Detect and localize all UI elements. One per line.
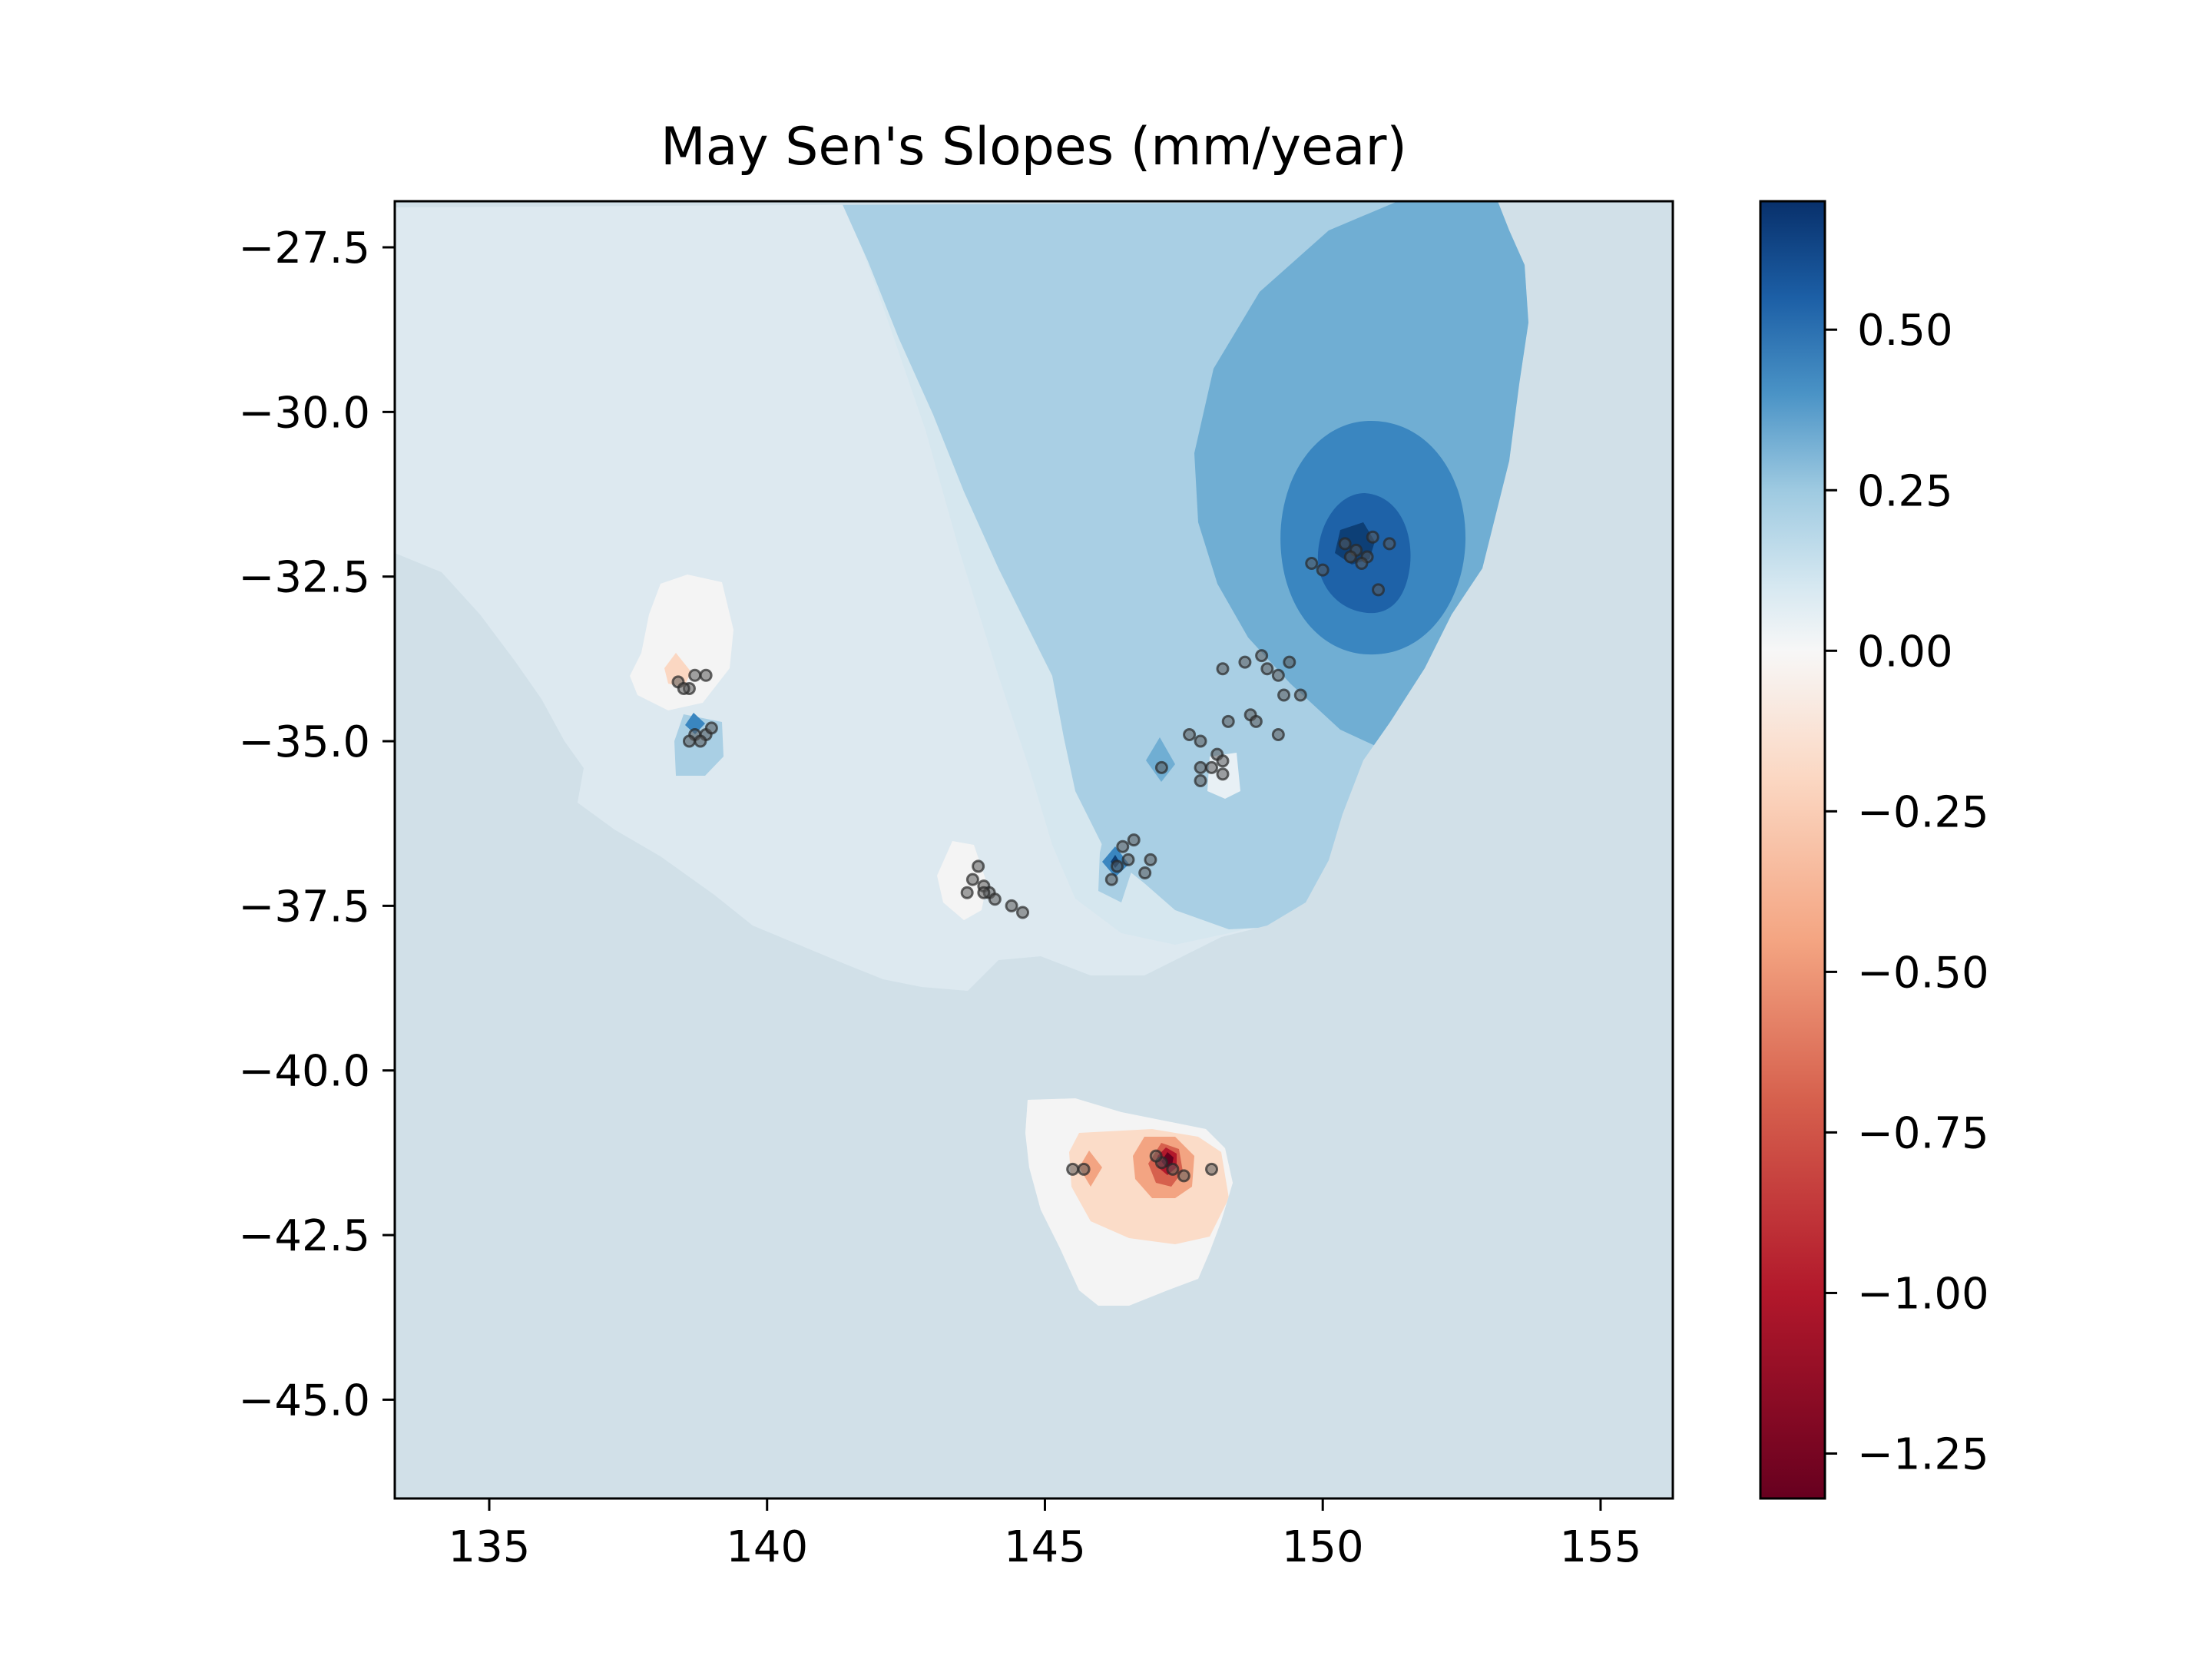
station-marker bbox=[972, 859, 985, 873]
station-marker bbox=[1194, 734, 1207, 748]
x-axis: 135 140 145 150 155 bbox=[449, 1498, 1642, 1572]
station-marker bbox=[1177, 1169, 1190, 1183]
station-marker bbox=[1127, 833, 1141, 847]
station-marker bbox=[688, 668, 702, 682]
station-marker bbox=[1305, 557, 1319, 571]
station-marker bbox=[1255, 649, 1269, 663]
x-tick-label: 135 bbox=[449, 1522, 531, 1572]
y-tick-label: −30.0 bbox=[238, 388, 370, 438]
station-marker bbox=[1116, 839, 1130, 853]
x-tick-label: 145 bbox=[1004, 1522, 1086, 1572]
contour-cell-blue bbox=[685, 713, 705, 734]
y-tick-label: −42.5 bbox=[238, 1211, 370, 1261]
station-marker bbox=[1277, 688, 1291, 702]
station-marker bbox=[1260, 662, 1274, 676]
station-marker bbox=[1111, 859, 1124, 873]
station-marker bbox=[682, 734, 696, 748]
station-marker bbox=[1293, 688, 1307, 702]
colorbar-ramp bbox=[1760, 201, 1825, 1498]
station-marker bbox=[1216, 767, 1230, 781]
colorbar-tick-label: −0.75 bbox=[1857, 1108, 1989, 1158]
station-marker bbox=[1343, 550, 1357, 564]
station-marker bbox=[960, 886, 974, 899]
station-marker bbox=[1144, 853, 1157, 866]
y-tick-label: −45.0 bbox=[238, 1376, 370, 1426]
y-tick-label: −27.5 bbox=[238, 224, 370, 273]
station-marker bbox=[1205, 1162, 1219, 1176]
station-marker bbox=[1271, 727, 1285, 741]
station-marker bbox=[988, 892, 1002, 906]
y-axis: −27.5 −30.0 −32.5 −35.0 −37.5 −40.0 −42.5 −45.0 bbox=[238, 224, 395, 1426]
station-marker bbox=[1005, 899, 1018, 912]
station-marker bbox=[1216, 662, 1230, 676]
station-marker bbox=[699, 668, 713, 682]
colorbar: 0.50 0.25 0.00 −0.25 −0.50 −0.75 −1.00 −1.25 bbox=[1759, 200, 1989, 1500]
station-marker bbox=[1372, 583, 1386, 597]
colorbar-tick-label: 0.25 bbox=[1857, 466, 1953, 516]
colorbar-tick-label: 0.50 bbox=[1857, 306, 1953, 356]
station-marker bbox=[694, 734, 707, 748]
station-marker bbox=[1166, 1162, 1180, 1176]
station-marker bbox=[1205, 760, 1219, 774]
colorbar-tick-label: −0.25 bbox=[1857, 787, 1989, 837]
station-marker bbox=[704, 721, 718, 735]
chart-title: May Sen's Slopes (mm/year) bbox=[661, 117, 1407, 177]
x-tick-label: 140 bbox=[726, 1522, 808, 1572]
x-tick-label: 150 bbox=[1282, 1522, 1364, 1572]
x-tick-label: 155 bbox=[1560, 1522, 1642, 1572]
y-tick-label: −37.5 bbox=[238, 882, 370, 932]
y-tick-label: −32.5 bbox=[238, 553, 370, 603]
colorbar-tick-label: −1.25 bbox=[1857, 1429, 1989, 1479]
colorbar-tick-label: 0.00 bbox=[1857, 627, 1953, 677]
station-markers bbox=[671, 530, 1396, 1183]
contour-cell-blue bbox=[1146, 737, 1175, 782]
y-tick-label: −40.0 bbox=[238, 1047, 370, 1097]
station-marker bbox=[1104, 873, 1118, 886]
station-marker bbox=[1355, 557, 1369, 571]
station-marker bbox=[977, 886, 991, 899]
y-tick-label: −35.0 bbox=[238, 717, 370, 767]
station-marker bbox=[1221, 714, 1235, 728]
land-fill bbox=[395, 201, 1528, 1306]
station-marker bbox=[677, 681, 690, 695]
station-marker bbox=[1194, 773, 1207, 787]
contour-cell-negative bbox=[1079, 1151, 1102, 1187]
station-marker bbox=[1271, 668, 1285, 682]
station-marker bbox=[1154, 760, 1168, 774]
station-marker bbox=[1249, 714, 1263, 728]
station-marker bbox=[1238, 655, 1252, 669]
station-marker bbox=[1216, 754, 1230, 768]
station-marker bbox=[1077, 1162, 1091, 1176]
colorbar-tick-label: −0.50 bbox=[1857, 948, 1989, 998]
contour-cell-negative bbox=[664, 653, 691, 687]
plot-frame bbox=[393, 200, 1674, 1500]
station-marker bbox=[1138, 866, 1152, 880]
contour-cell-neutral bbox=[937, 841, 987, 920]
station-marker bbox=[1366, 530, 1379, 544]
station-marker bbox=[1121, 853, 1135, 866]
colorbar-tick-label: −1.00 bbox=[1857, 1269, 1989, 1319]
station-marker bbox=[1183, 727, 1197, 741]
station-marker bbox=[1066, 1162, 1080, 1176]
station-marker bbox=[965, 873, 979, 886]
station-marker bbox=[1382, 537, 1396, 551]
station-marker bbox=[1338, 537, 1352, 551]
station-marker bbox=[1149, 1149, 1163, 1163]
station-marker bbox=[1316, 563, 1330, 577]
station-marker bbox=[1194, 760, 1207, 774]
colorbar-frame bbox=[1759, 200, 1826, 1500]
station-marker bbox=[1283, 655, 1296, 669]
station-marker bbox=[1016, 906, 1030, 919]
